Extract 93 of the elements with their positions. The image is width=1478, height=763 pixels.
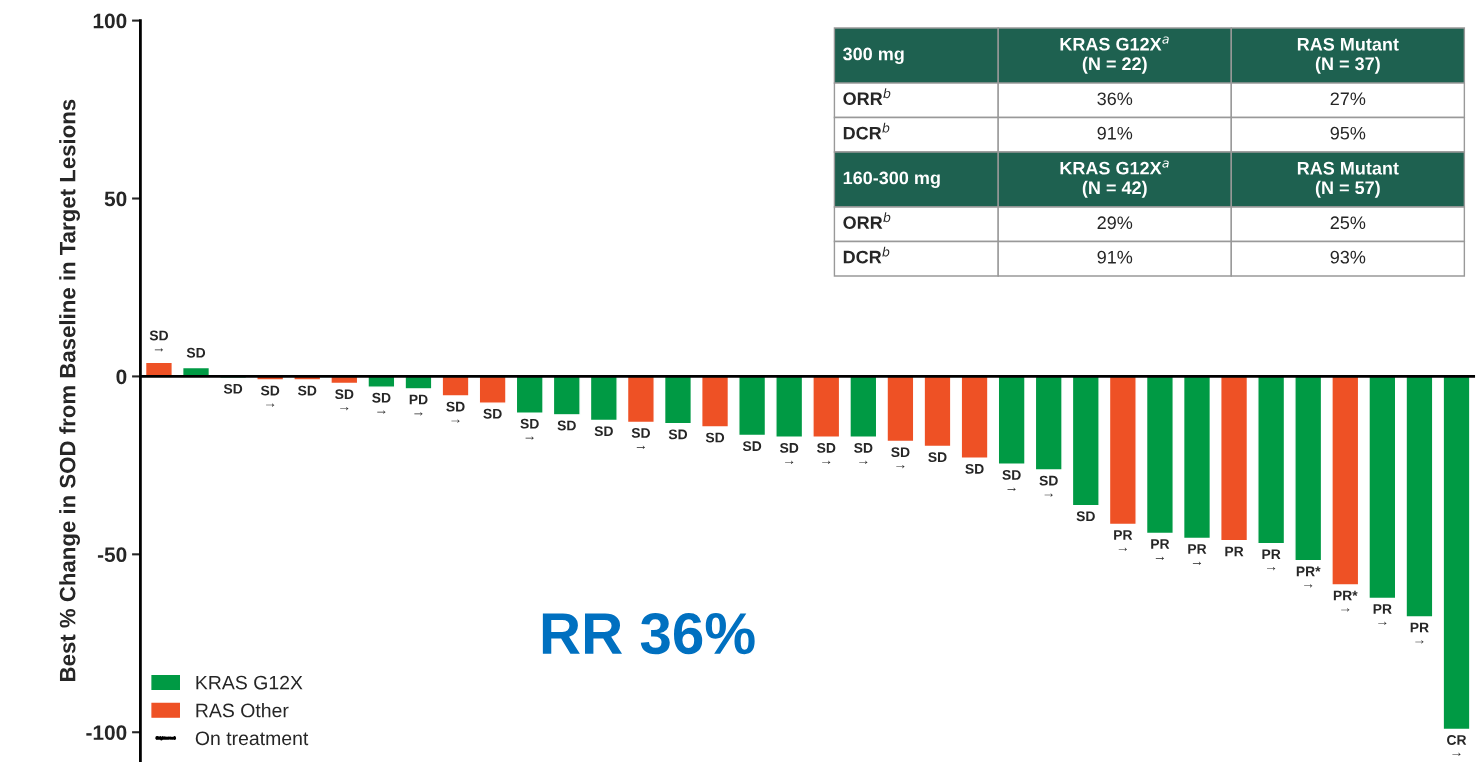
data-label: SD → bbox=[631, 428, 650, 449]
annotation: 36% bbox=[1097, 92, 1133, 106]
bar bbox=[1368, 375, 1397, 600]
data-label: PD → bbox=[409, 394, 428, 416]
data-label: PR → bbox=[1188, 544, 1207, 565]
data-label: SD → bbox=[520, 418, 539, 440]
bar bbox=[812, 375, 841, 438]
bar bbox=[1182, 375, 1212, 540]
bar bbox=[626, 375, 655, 424]
data-label: SD bbox=[705, 432, 725, 443]
bar bbox=[441, 375, 470, 397]
data-label: SD bbox=[557, 420, 576, 431]
annotation: RAS Mutant (N = 37) bbox=[1297, 37, 1399, 74]
data-label: SD → bbox=[891, 447, 910, 469]
bar bbox=[997, 375, 1026, 466]
annotation: 91% bbox=[1097, 126, 1133, 140]
bar bbox=[552, 375, 581, 416]
data-label: PR* → bbox=[1333, 590, 1358, 612]
legend-label: KRAS G12X bbox=[196, 675, 303, 690]
bar bbox=[1331, 375, 1360, 586]
annotation: RAS Mutant (N = 57) bbox=[1297, 161, 1399, 198]
data-label: SD bbox=[965, 463, 984, 474]
bar bbox=[663, 375, 693, 425]
data-label: SD → bbox=[149, 330, 169, 352]
legend-label: RAS Other bbox=[196, 703, 289, 718]
data-label: SD bbox=[928, 452, 947, 463]
data-label: SD bbox=[186, 347, 206, 358]
bar bbox=[701, 375, 730, 428]
annotation: DCR$^{b}$ bbox=[843, 246, 890, 264]
annotation: ORR$^{b}$ bbox=[843, 88, 891, 106]
bar bbox=[923, 375, 952, 448]
data-label: SD bbox=[742, 441, 762, 452]
data-label: PR → bbox=[1151, 539, 1170, 560]
annotation: ORR$^{b}$ bbox=[843, 212, 891, 230]
data-label: PR → bbox=[1262, 549, 1281, 571]
data-label: SD → bbox=[779, 442, 799, 464]
bar bbox=[1442, 375, 1471, 731]
data-label: SD → bbox=[446, 401, 465, 423]
bar bbox=[1108, 375, 1137, 526]
bar bbox=[1257, 375, 1286, 545]
bar bbox=[1220, 375, 1249, 542]
data-label: PR* → bbox=[1296, 566, 1321, 588]
data-label: SD → bbox=[335, 389, 354, 411]
data-label: SD bbox=[594, 426, 613, 437]
bar bbox=[515, 375, 544, 414]
annotation: DCR$^{b}$ bbox=[843, 122, 890, 140]
bar bbox=[775, 375, 804, 438]
annotation: 27% bbox=[1330, 92, 1366, 106]
bar bbox=[589, 375, 618, 422]
bar bbox=[1034, 375, 1063, 471]
bar bbox=[738, 375, 767, 437]
annotation: 25% bbox=[1330, 216, 1366, 230]
annotation: 93% bbox=[1330, 250, 1366, 264]
data-label: SD bbox=[483, 408, 502, 419]
y-tick-label: 100 bbox=[93, 13, 127, 29]
data-label: SD → bbox=[260, 385, 280, 407]
y-axis-title: Best % Change in SOD from Baseline in Target Lesions bbox=[59, 99, 80, 681]
data-label: PR → bbox=[1373, 604, 1392, 626]
data-label: SD bbox=[1076, 511, 1095, 522]
bar bbox=[1071, 375, 1100, 507]
annotation: 91% bbox=[1097, 250, 1133, 264]
data-label: SD → bbox=[817, 442, 836, 464]
y-tick-label: 50 bbox=[104, 191, 127, 207]
bar bbox=[144, 361, 173, 378]
y-tick-label: 0 bbox=[116, 369, 127, 385]
data-label: SD bbox=[668, 429, 688, 440]
data-label: CR → bbox=[1447, 735, 1467, 757]
bar bbox=[960, 375, 989, 459]
data-label: SD → bbox=[1002, 470, 1021, 491]
data-label: PR → bbox=[1410, 622, 1429, 644]
data-label: SD → bbox=[372, 392, 391, 414]
annotation: RR 36% bbox=[542, 612, 755, 655]
data-label: PR → bbox=[1114, 530, 1133, 552]
text: KRAS G12X$^{a}$ (N = 42) bbox=[1060, 160, 1169, 198]
data-label: SD bbox=[223, 383, 243, 394]
data-label: PR bbox=[1225, 546, 1244, 557]
y-tick-label: -100 bbox=[86, 725, 127, 740]
bar bbox=[886, 375, 915, 443]
bar bbox=[1145, 375, 1174, 535]
annotation: 95% bbox=[1330, 126, 1366, 140]
bar bbox=[1294, 375, 1323, 562]
annotation: On treatment bbox=[195, 731, 309, 746]
annotation: 300 mg bbox=[843, 47, 904, 64]
y-tick-label: -50 bbox=[97, 547, 127, 563]
data-label: SD bbox=[297, 385, 317, 396]
bar bbox=[478, 375, 507, 404]
data-label: SD → bbox=[1039, 475, 1058, 497]
data-label: SD → bbox=[854, 442, 873, 464]
bar bbox=[849, 375, 878, 438]
annotation: 29% bbox=[1097, 216, 1133, 230]
bar bbox=[1405, 375, 1434, 618]
annotation: 160-300 mg bbox=[843, 171, 940, 188]
text: KRAS G12X$^{a}$ (N = 22) bbox=[1060, 36, 1169, 74]
